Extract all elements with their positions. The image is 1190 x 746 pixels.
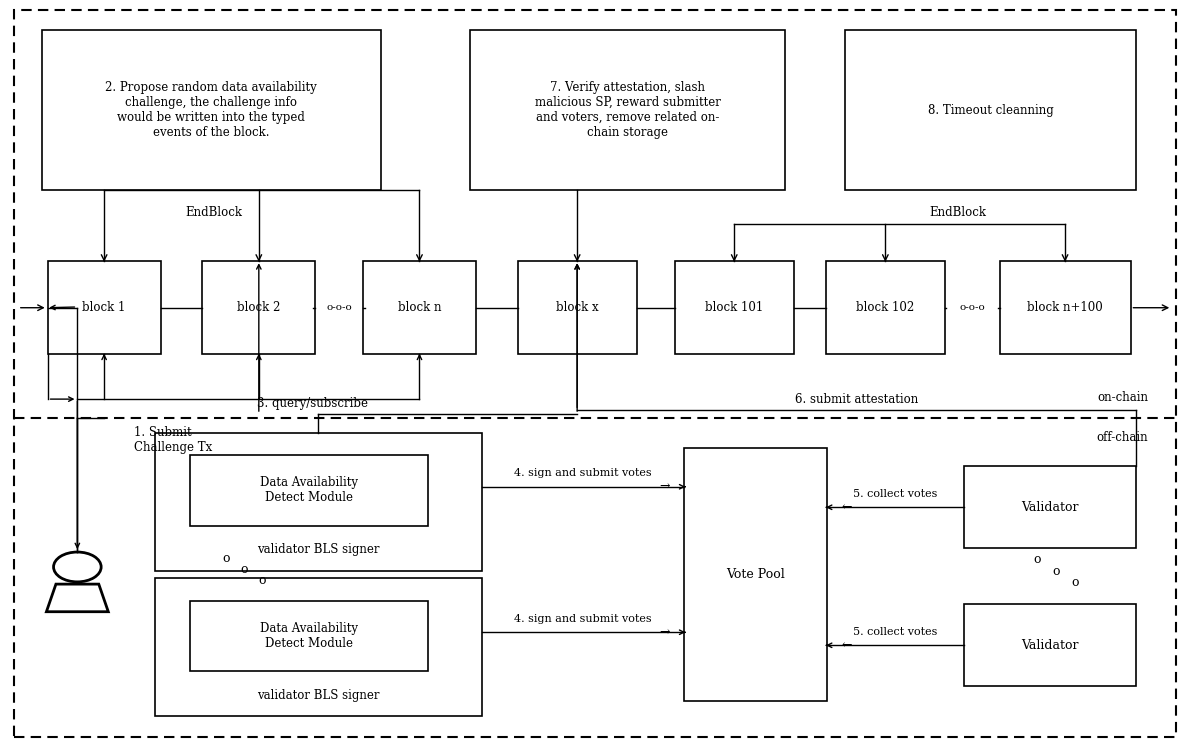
Text: block 2: block 2 (237, 301, 281, 314)
Text: 1. Submit
Challenge Tx: 1. Submit Challenge Tx (134, 426, 213, 454)
Text: o-o-o: o-o-o (959, 303, 985, 313)
FancyBboxPatch shape (1000, 261, 1130, 354)
FancyBboxPatch shape (155, 578, 482, 716)
Text: block x: block x (556, 301, 599, 314)
Text: 5. collect votes: 5. collect votes (853, 489, 938, 499)
Text: 2. Propose random data availability
challenge, the challenge info
would be writt: 2. Propose random data availability chal… (106, 81, 317, 139)
FancyBboxPatch shape (190, 455, 428, 526)
Text: 7. Verify attestation, slash
malicious SP, reward submitter
and voters, remove r: 7. Verify attestation, slash malicious S… (534, 81, 721, 139)
Text: 4. sign and submit votes: 4. sign and submit votes (514, 468, 652, 478)
FancyBboxPatch shape (155, 433, 482, 571)
FancyBboxPatch shape (964, 466, 1136, 548)
FancyBboxPatch shape (202, 261, 315, 354)
Text: Validator: Validator (1021, 639, 1079, 652)
FancyBboxPatch shape (42, 30, 381, 190)
Text: o: o (223, 551, 230, 565)
Text: Data Availability
Detect Module: Data Availability Detect Module (261, 622, 358, 650)
FancyBboxPatch shape (470, 30, 785, 190)
Text: EndBlock: EndBlock (186, 206, 243, 219)
Text: 4. sign and submit votes: 4. sign and submit votes (514, 614, 652, 624)
Text: o: o (240, 562, 248, 576)
Text: block n+100: block n+100 (1027, 301, 1103, 314)
Text: block 1: block 1 (82, 301, 126, 314)
Text: Validator: Validator (1021, 501, 1079, 514)
FancyBboxPatch shape (363, 261, 476, 354)
Text: 3. query/subscribe: 3. query/subscribe (257, 397, 368, 410)
Text: block 101: block 101 (706, 301, 763, 314)
Text: Vote Pool: Vote Pool (726, 568, 785, 581)
Text: 6. submit attestation: 6. submit attestation (795, 393, 919, 407)
Text: block 102: block 102 (857, 301, 914, 314)
Text: o: o (1052, 565, 1060, 577)
Text: Data Availability
Detect Module: Data Availability Detect Module (261, 477, 358, 504)
Text: ←: ← (841, 639, 852, 652)
Text: 5. collect votes: 5. collect votes (853, 627, 938, 637)
Text: o: o (1033, 554, 1041, 566)
Text: o: o (1071, 576, 1079, 589)
FancyBboxPatch shape (518, 261, 637, 354)
FancyBboxPatch shape (826, 261, 945, 354)
Text: o: o (258, 574, 265, 587)
Text: EndBlock: EndBlock (929, 206, 987, 219)
Text: o-o-o: o-o-o (326, 303, 352, 313)
Text: validator BLS signer: validator BLS signer (257, 689, 380, 702)
Text: on-chain: on-chain (1097, 392, 1148, 404)
FancyBboxPatch shape (964, 604, 1136, 686)
Text: block n: block n (397, 301, 441, 314)
Text: 8. Timeout cleanning: 8. Timeout cleanning (928, 104, 1053, 116)
Text: off-chain: off-chain (1097, 431, 1148, 444)
FancyBboxPatch shape (845, 30, 1136, 190)
Text: →: → (659, 626, 670, 639)
Text: validator BLS signer: validator BLS signer (257, 543, 380, 557)
FancyBboxPatch shape (684, 448, 827, 701)
Text: →: → (659, 480, 670, 493)
FancyBboxPatch shape (48, 261, 161, 354)
FancyBboxPatch shape (190, 601, 428, 671)
Text: ←: ← (841, 501, 852, 514)
FancyBboxPatch shape (675, 261, 794, 354)
